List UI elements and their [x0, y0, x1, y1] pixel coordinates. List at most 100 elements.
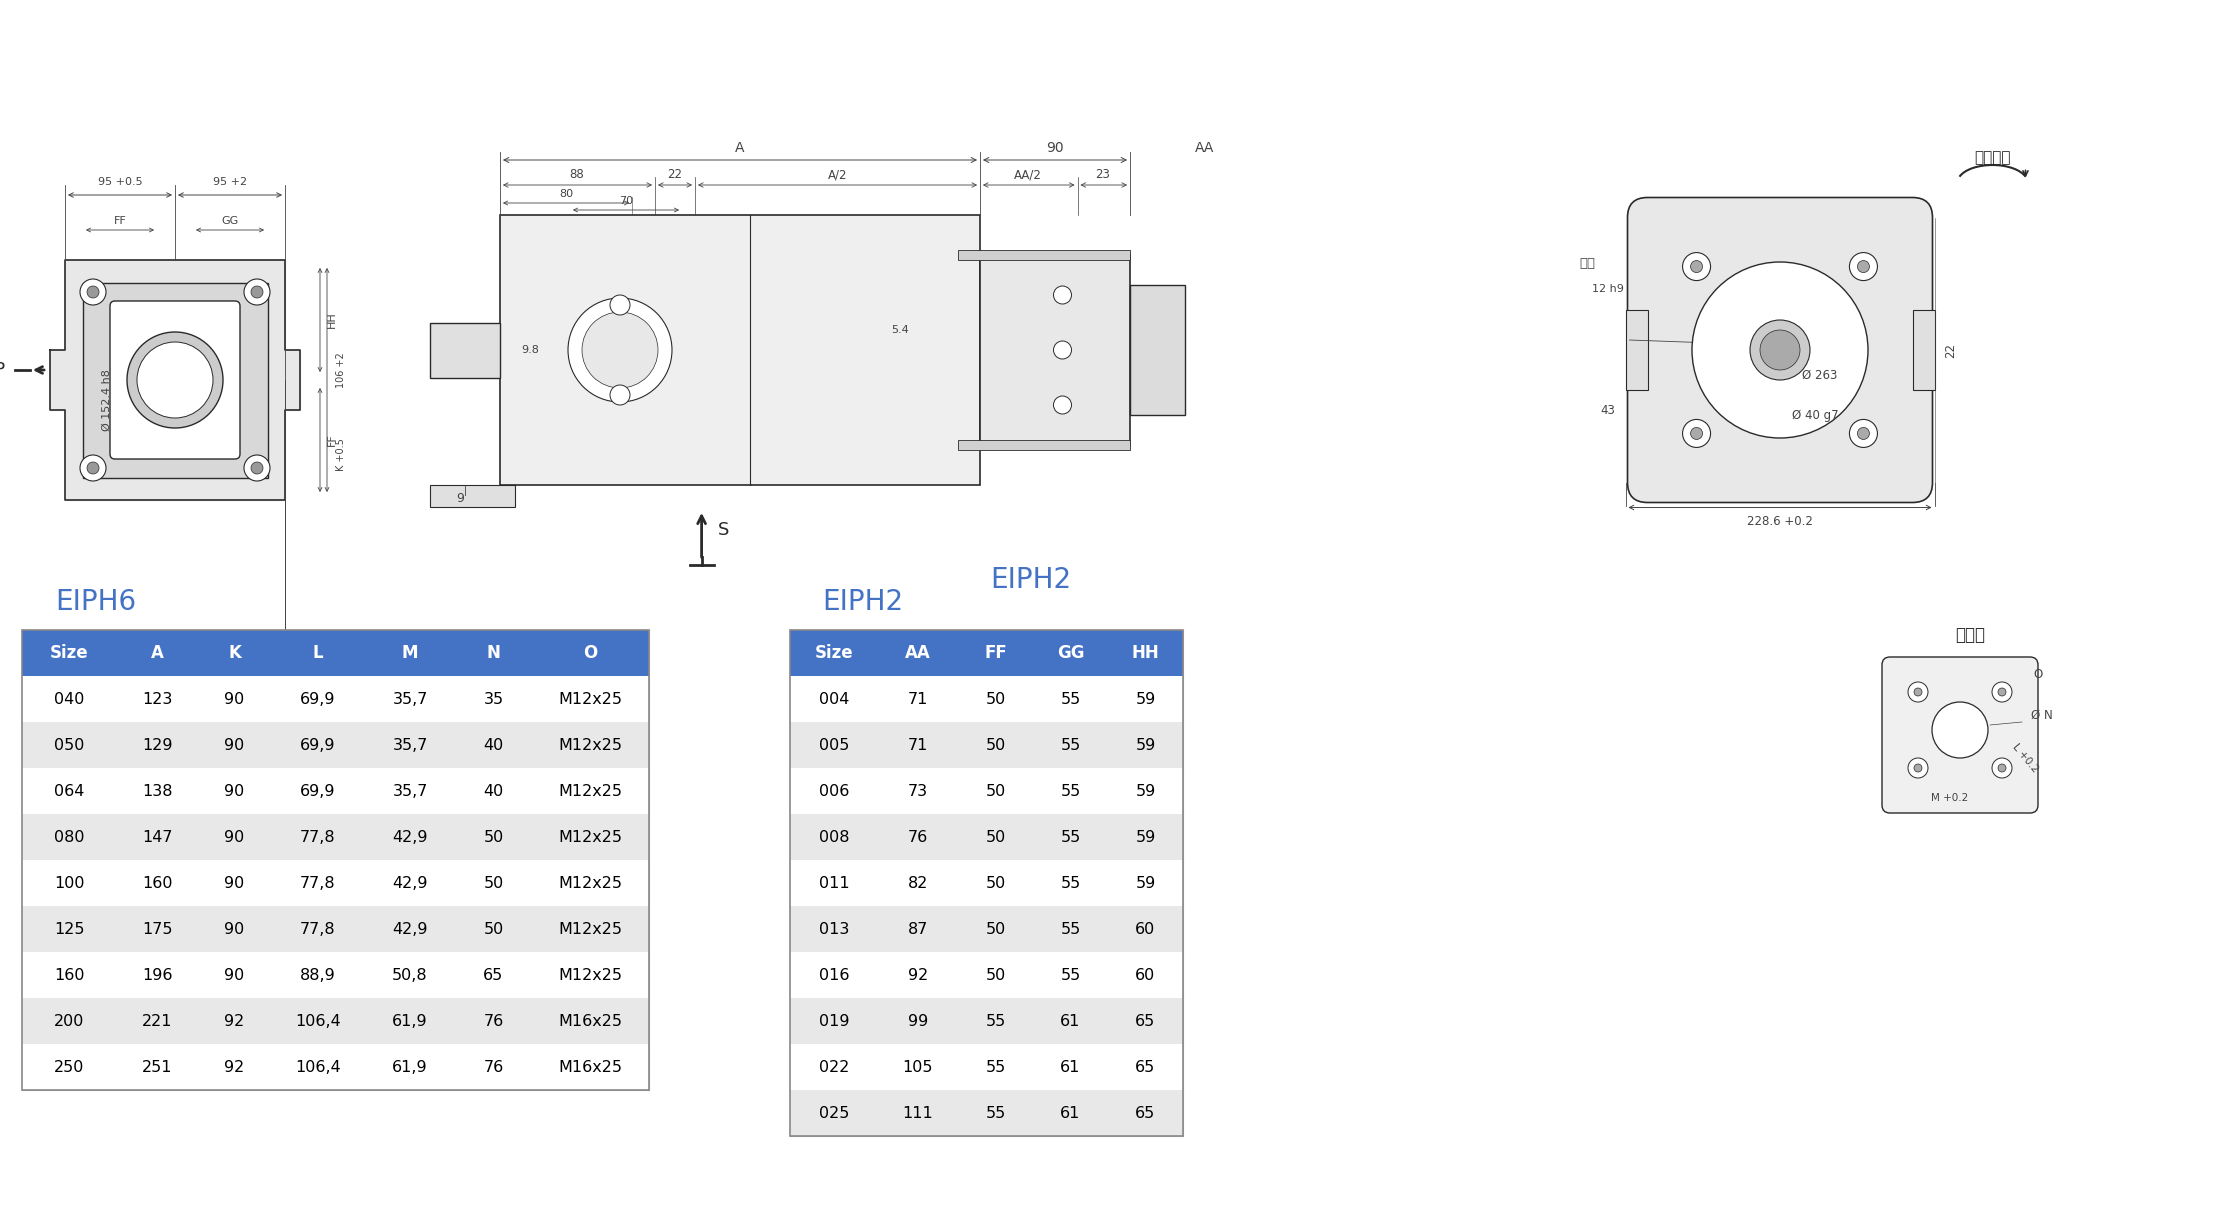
Circle shape	[569, 298, 672, 403]
Bar	[981, 255, 1129, 445]
Text: 35,7: 35,7	[392, 783, 428, 799]
Text: M12x25: M12x25	[558, 967, 623, 982]
Circle shape	[1908, 758, 1929, 778]
Text: M16x25: M16x25	[558, 1059, 623, 1075]
Text: 76: 76	[484, 1059, 504, 1075]
Text: 43: 43	[1599, 404, 1615, 416]
Text: 100: 100	[54, 876, 85, 891]
Text: 90: 90	[224, 876, 244, 891]
Text: 80: 80	[560, 189, 573, 199]
Bar	[22, 769, 650, 814]
Text: 92: 92	[907, 967, 927, 982]
Text: 129: 129	[141, 738, 172, 753]
Text: 95 +2: 95 +2	[213, 177, 246, 187]
Text: M12x25: M12x25	[558, 738, 623, 753]
Text: O: O	[2034, 669, 2043, 682]
Text: 111: 111	[903, 1105, 934, 1120]
Text: S: S	[717, 521, 730, 539]
Circle shape	[1761, 329, 1801, 370]
Circle shape	[1857, 261, 1870, 272]
Text: GG: GG	[222, 216, 240, 226]
Text: 90: 90	[224, 921, 244, 937]
Bar	[116, 630, 197, 676]
Circle shape	[1053, 285, 1071, 304]
Text: 228.6 +0.2: 228.6 +0.2	[1747, 515, 1812, 528]
Bar	[22, 906, 650, 952]
Text: 50: 50	[484, 921, 504, 937]
Circle shape	[128, 332, 224, 428]
Text: 125: 125	[54, 921, 85, 937]
Bar	[791, 814, 1183, 860]
Text: FF: FF	[114, 216, 125, 226]
Text: 77,8: 77,8	[300, 830, 336, 844]
Bar	[959, 440, 1129, 450]
Text: 22: 22	[1944, 343, 1958, 357]
Text: 99: 99	[907, 1014, 927, 1028]
Text: 005: 005	[820, 738, 849, 753]
Text: 69,9: 69,9	[300, 738, 336, 753]
Text: 73: 73	[907, 783, 927, 799]
Text: Ø 40 g7: Ø 40 g7	[1792, 409, 1839, 421]
Bar	[791, 676, 1183, 722]
Text: M12x25: M12x25	[558, 692, 623, 706]
Circle shape	[609, 386, 629, 405]
Text: AA: AA	[905, 644, 932, 662]
Bar	[791, 998, 1183, 1044]
Circle shape	[1931, 702, 1989, 758]
Text: 55: 55	[1060, 967, 1080, 982]
Bar	[791, 722, 1183, 769]
Text: 221: 221	[141, 1014, 172, 1028]
Text: 5.4: 5.4	[892, 325, 909, 336]
Text: 50: 50	[986, 876, 1006, 891]
Text: 59: 59	[1136, 876, 1156, 891]
Bar	[1626, 310, 1646, 390]
Text: 160: 160	[141, 876, 172, 891]
Text: 95 +0.5: 95 +0.5	[99, 177, 143, 187]
Text: 008: 008	[820, 830, 849, 844]
Bar	[22, 676, 650, 722]
Text: HH: HH	[1131, 644, 1160, 662]
Bar	[791, 906, 1183, 952]
Text: 59: 59	[1136, 692, 1156, 706]
Text: 50: 50	[986, 921, 1006, 937]
Text: O: O	[582, 644, 598, 662]
Text: 022: 022	[820, 1059, 849, 1075]
Text: 35,7: 35,7	[392, 692, 428, 706]
Text: 92: 92	[224, 1014, 244, 1028]
Text: 080: 080	[54, 830, 85, 844]
Text: FF: FF	[983, 644, 1006, 662]
Text: M12x25: M12x25	[558, 783, 623, 799]
Polygon shape	[49, 260, 300, 500]
Text: 064: 064	[54, 783, 85, 799]
Text: 016: 016	[820, 967, 849, 982]
Text: 12 h9: 12 h9	[1593, 284, 1624, 294]
Circle shape	[81, 279, 105, 305]
Bar	[83, 283, 267, 477]
Text: EIPH6: EIPH6	[56, 588, 137, 616]
Text: 61: 61	[1060, 1105, 1080, 1120]
Bar	[878, 630, 959, 676]
Text: 65: 65	[1136, 1059, 1156, 1075]
Text: 160: 160	[54, 967, 85, 982]
Text: 50: 50	[986, 967, 1006, 982]
Text: 106,4: 106,4	[296, 1059, 340, 1075]
Bar	[430, 486, 515, 508]
Text: 019: 019	[820, 1014, 849, 1028]
Text: 004: 004	[820, 692, 849, 706]
Text: N: N	[486, 644, 500, 662]
Circle shape	[1908, 682, 1929, 701]
Circle shape	[137, 342, 213, 418]
Text: 82: 82	[907, 876, 927, 891]
Text: 22: 22	[668, 168, 683, 182]
Text: 011: 011	[818, 876, 849, 891]
Text: 55: 55	[1060, 783, 1080, 799]
Bar	[22, 722, 650, 769]
Circle shape	[1998, 764, 2007, 772]
FancyBboxPatch shape	[1628, 198, 1933, 503]
Text: 250: 250	[54, 1059, 85, 1075]
Bar	[791, 1089, 1183, 1136]
Text: M12x25: M12x25	[558, 921, 623, 937]
Text: Ø 263: Ø 263	[1803, 368, 1837, 382]
Text: 77,8: 77,8	[300, 921, 336, 937]
Circle shape	[1691, 261, 1702, 272]
